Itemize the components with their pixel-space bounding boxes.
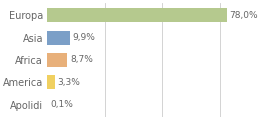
Bar: [47, 75, 55, 89]
Bar: [47, 31, 70, 45]
Text: 0,1%: 0,1%: [50, 100, 73, 109]
Text: 8,7%: 8,7%: [70, 55, 93, 64]
Text: 9,9%: 9,9%: [73, 33, 95, 42]
Bar: [47, 8, 227, 22]
Text: 78,0%: 78,0%: [229, 11, 258, 20]
Text: 3,3%: 3,3%: [58, 78, 80, 87]
Bar: [47, 53, 67, 67]
